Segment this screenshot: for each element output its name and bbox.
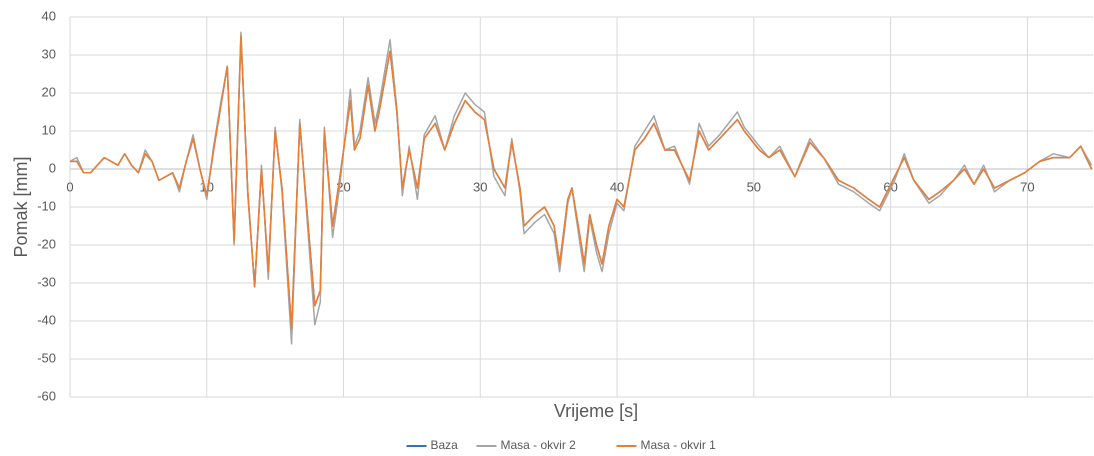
x-tick-label: 50 [747, 179, 761, 194]
y-tick-label: 0 [49, 160, 56, 175]
y-tick-label: -40 [37, 312, 56, 327]
y-tick-label: 40 [42, 8, 56, 23]
x-tick-label: 0 [66, 179, 73, 194]
x-tick-label: 70 [1020, 179, 1034, 194]
y-axis-title: Pomak [mm] [11, 156, 31, 257]
x-axis-title: Vrijeme [s] [554, 401, 638, 421]
y-tick-label: 30 [42, 46, 56, 61]
x-tick-label: 30 [473, 179, 487, 194]
y-tick-label: -10 [37, 198, 56, 213]
legend-label: Masa - okvir 1 [641, 438, 717, 452]
x-tick-label: 60 [883, 179, 897, 194]
y-tick-label: -50 [37, 350, 56, 365]
y-tick-label: -60 [37, 388, 56, 403]
legend-label: Baza [431, 438, 459, 452]
x-tick-label: 40 [610, 179, 624, 194]
series-line [69, 31, 1093, 345]
y-tick-label: 10 [42, 122, 56, 137]
y-tick-label: -20 [37, 236, 56, 251]
series-line [70, 35, 1093, 330]
series-line [70, 35, 1093, 330]
legend-label: Masa - okvir 2 [501, 438, 577, 452]
y-tick-label: -30 [37, 274, 56, 289]
y-tick-label: 20 [42, 84, 56, 99]
